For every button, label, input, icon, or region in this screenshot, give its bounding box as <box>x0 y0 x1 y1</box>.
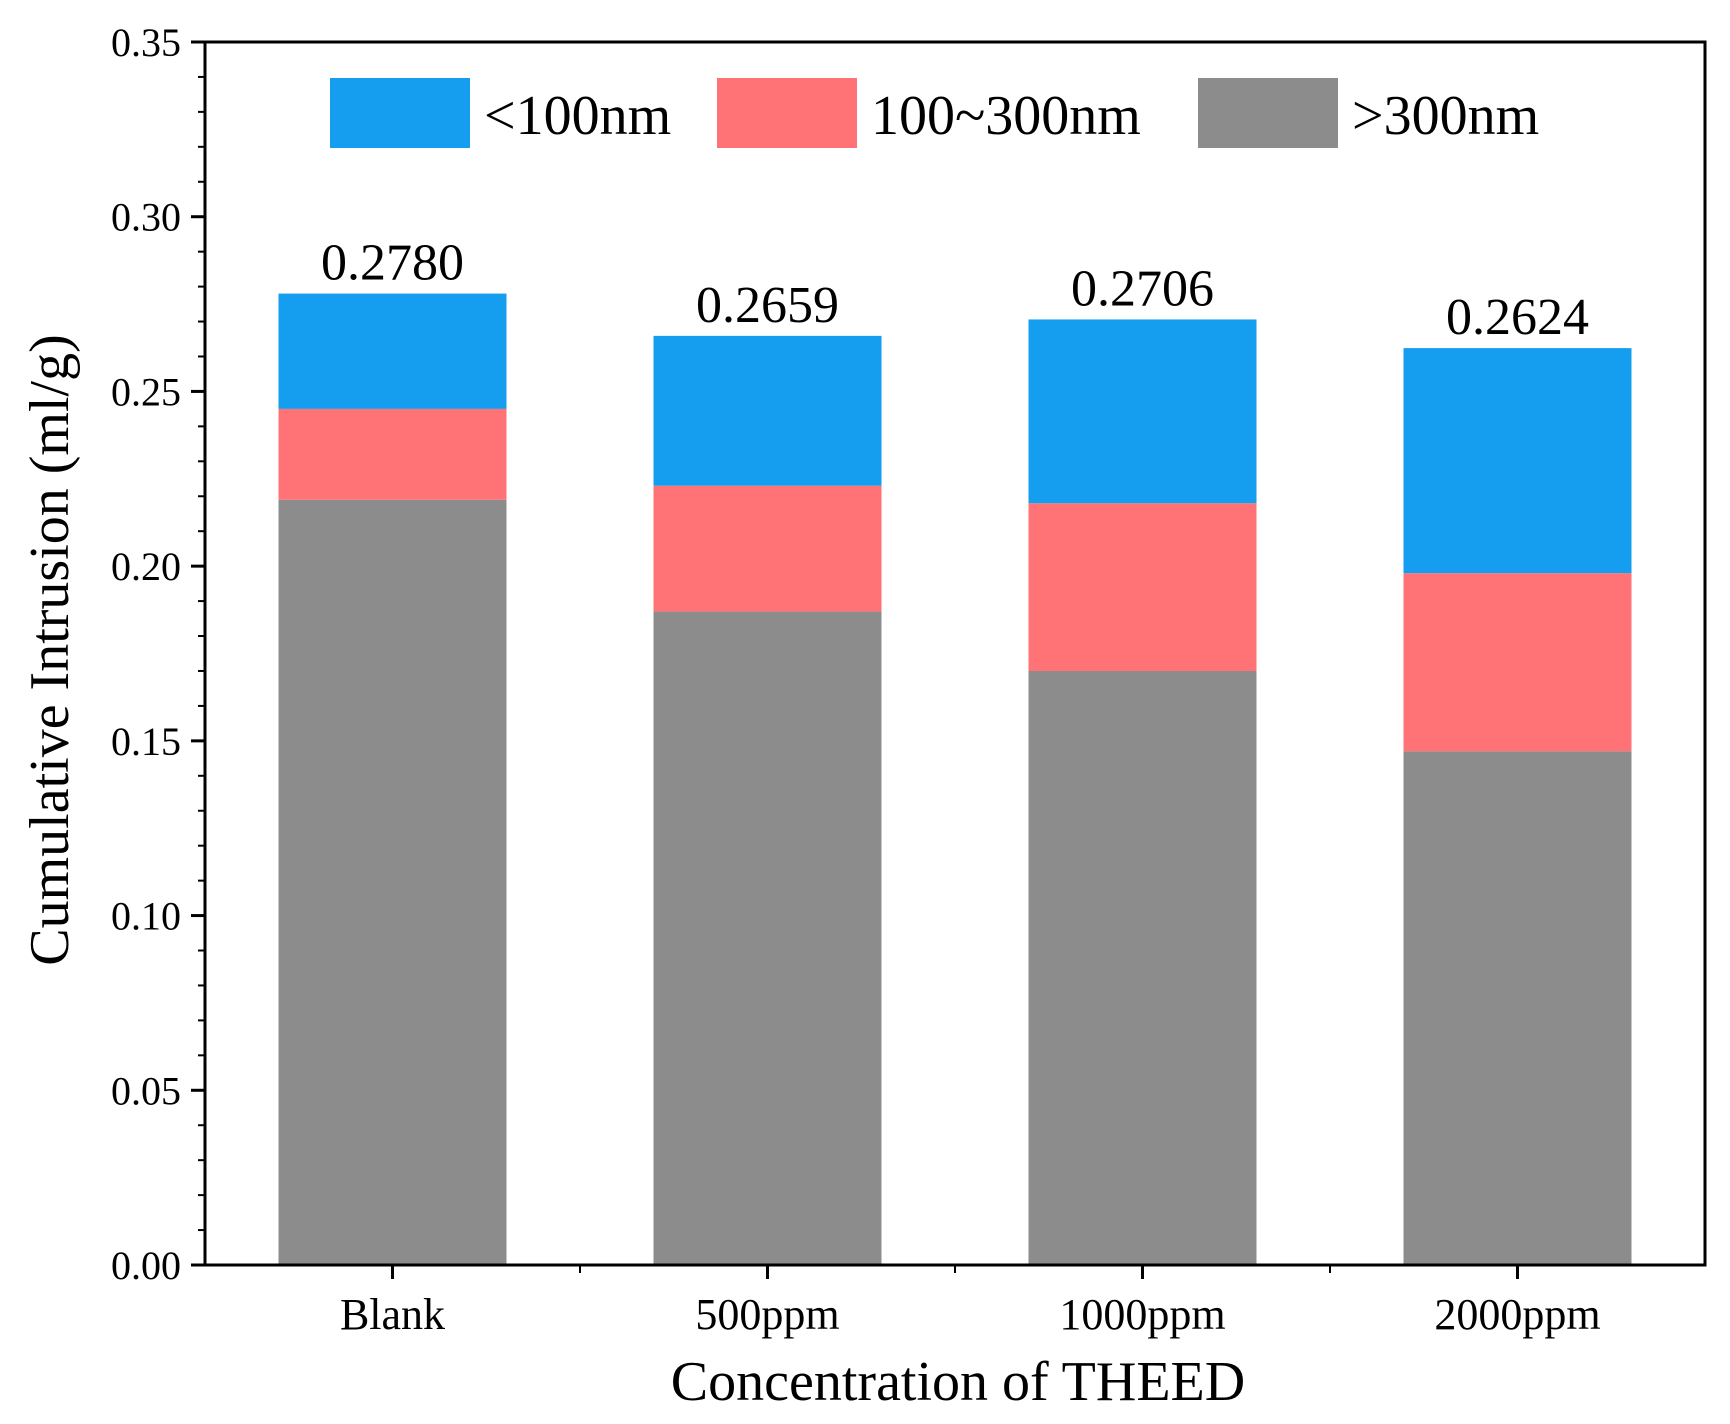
x-tick-label-2000ppm: 2000ppm <box>1434 1290 1600 1339</box>
bars-group <box>278 293 1632 1265</box>
y-tick-label-0.00: 0.00 <box>111 1243 181 1288</box>
legend-label-0: <100nm <box>484 85 671 147</box>
x-axis-title: Concentration of THEED <box>671 1351 1245 1413</box>
y-tick-label-0.15: 0.15 <box>111 719 181 764</box>
total-label-2000ppm: 0.2624 <box>1446 289 1589 346</box>
x-tick-label-blank: Blank <box>340 1290 445 1339</box>
x-tick-label-500ppm: 500ppm <box>695 1290 839 1339</box>
legend-swatch-2 <box>1198 78 1338 148</box>
legend-label-2: >300nm <box>1352 85 1539 147</box>
total-labels-group: 0.2780 0.2659 0.2706 0.2624 <box>321 235 1589 347</box>
bar-100nm-2000ppm <box>1403 348 1632 574</box>
bar-100nm-1000ppm <box>1028 319 1257 504</box>
bar-300nm-2000ppm <box>1403 751 1632 1265</box>
y-tick-label-0.05: 0.05 <box>111 1068 181 1113</box>
total-label-1000ppm: 0.2706 <box>1071 260 1214 317</box>
bar-100300nm-blank <box>278 408 507 500</box>
y-axis-title: Cumulative Intrusion (ml/g) <box>19 334 81 965</box>
bar-300nm-blank <box>278 499 507 1265</box>
y-tick-label-0.25: 0.25 <box>111 369 181 414</box>
axes-group: Blank 500ppm 1000ppm 2000ppm 0.00 0.05 0.10 0.1… <box>111 20 1707 1339</box>
y-tick-label-0.30: 0.30 <box>111 195 181 240</box>
legend-label-1: 100~300nm <box>871 85 1141 147</box>
total-label-500ppm: 0.2659 <box>696 277 839 334</box>
y-tick-label-0.10: 0.10 <box>111 894 181 939</box>
bar-100nm-blank <box>278 293 507 409</box>
y-tick-label-0.20: 0.20 <box>111 544 181 589</box>
y-tick-label-0.35: 0.35 <box>111 20 181 65</box>
legend: <100nm 100~300nm >300nm <box>330 78 1539 148</box>
bar-100300nm-1000ppm <box>1028 503 1257 671</box>
bar-100300nm-2000ppm <box>1403 573 1632 752</box>
plot-frame <box>203 40 1707 1267</box>
bar-300nm-500ppm <box>653 611 882 1265</box>
total-label-blank: 0.2780 <box>321 235 464 292</box>
bar-100nm-500ppm <box>653 335 882 486</box>
legend-swatch-0 <box>330 78 470 148</box>
x-tick-label-1000ppm: 1000ppm <box>1059 1290 1225 1339</box>
bar-300nm-1000ppm <box>1028 670 1257 1265</box>
bar-100300nm-500ppm <box>653 485 882 612</box>
legend-swatch-1 <box>717 78 857 148</box>
